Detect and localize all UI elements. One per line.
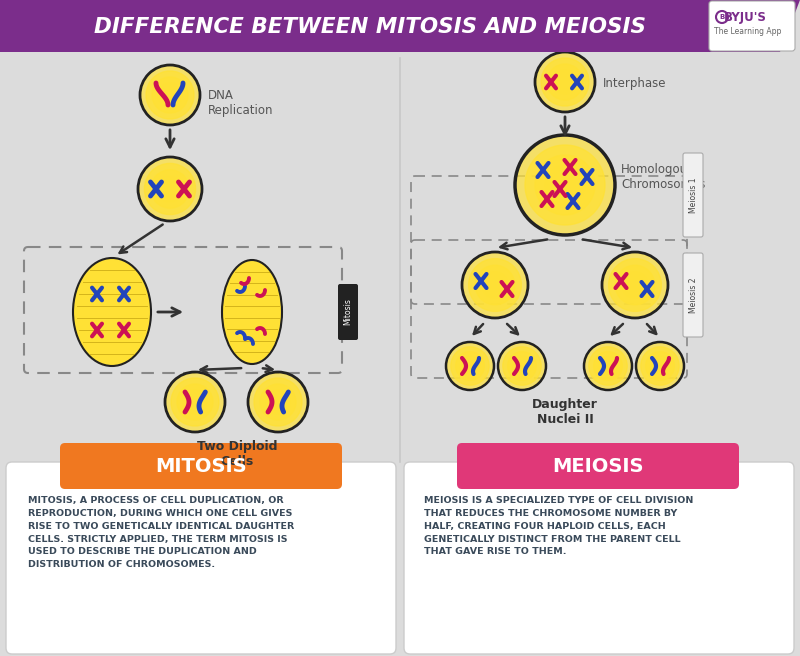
FancyBboxPatch shape <box>709 1 795 51</box>
Circle shape <box>183 390 207 414</box>
Circle shape <box>650 356 670 376</box>
Text: MITOSIS: MITOSIS <box>155 457 247 476</box>
Circle shape <box>165 372 225 432</box>
Circle shape <box>482 272 508 298</box>
Circle shape <box>545 165 585 205</box>
Text: Mitosis: Mitosis <box>343 298 353 325</box>
Ellipse shape <box>73 258 151 366</box>
Circle shape <box>589 347 627 385</box>
Circle shape <box>622 272 648 298</box>
Text: Two Diploid
Cells: Two Diploid Cells <box>197 440 278 468</box>
Circle shape <box>498 342 546 390</box>
Circle shape <box>272 396 284 408</box>
Circle shape <box>655 361 665 371</box>
Text: DNA
Replication: DNA Replication <box>208 89 274 117</box>
Text: MEIOSIS: MEIOSIS <box>552 457 644 476</box>
Circle shape <box>446 342 494 390</box>
Circle shape <box>615 265 654 305</box>
Circle shape <box>609 258 662 312</box>
FancyBboxPatch shape <box>404 462 794 654</box>
Circle shape <box>512 356 532 376</box>
Circle shape <box>189 396 201 408</box>
Circle shape <box>456 352 485 380</box>
Circle shape <box>584 342 632 390</box>
Circle shape <box>462 252 528 318</box>
FancyBboxPatch shape <box>683 153 703 237</box>
FancyBboxPatch shape <box>457 443 739 489</box>
Circle shape <box>598 356 618 376</box>
Circle shape <box>164 89 176 101</box>
Polygon shape <box>0 0 800 52</box>
Text: B: B <box>719 14 725 20</box>
Circle shape <box>146 71 194 119</box>
Circle shape <box>163 182 176 195</box>
Text: The Learning App: The Learning App <box>714 28 782 37</box>
Circle shape <box>547 64 583 100</box>
Circle shape <box>177 384 213 420</box>
Circle shape <box>559 76 571 88</box>
Circle shape <box>629 278 642 292</box>
Text: DIFFERENCE BETWEEN MITOSIS AND MEIOSIS: DIFFERENCE BETWEEN MITOSIS AND MEIOSIS <box>94 17 646 37</box>
Text: MITOSIS, A PROCESS OF CELL DUPLICATION, OR
REPRODUCTION, DURING WHICH ONE CELL G: MITOSIS, A PROCESS OF CELL DUPLICATION, … <box>28 496 294 569</box>
Circle shape <box>469 258 522 312</box>
Circle shape <box>158 83 182 107</box>
Circle shape <box>451 347 490 385</box>
Circle shape <box>594 352 622 380</box>
Circle shape <box>515 135 615 235</box>
Circle shape <box>152 77 188 113</box>
Text: Homologous
Chromosomes: Homologous Chromosomes <box>621 163 706 191</box>
Circle shape <box>254 378 302 426</box>
Circle shape <box>646 352 674 380</box>
Circle shape <box>248 372 308 432</box>
Circle shape <box>503 347 542 385</box>
Circle shape <box>151 170 190 208</box>
Circle shape <box>140 65 200 125</box>
Circle shape <box>603 361 613 371</box>
Text: Interphase: Interphase <box>603 77 666 91</box>
Ellipse shape <box>222 260 282 364</box>
FancyBboxPatch shape <box>683 253 703 337</box>
Circle shape <box>602 252 668 318</box>
Circle shape <box>541 58 589 106</box>
Circle shape <box>535 155 595 215</box>
Circle shape <box>488 278 502 292</box>
Circle shape <box>475 265 515 305</box>
Text: Daughter
Nuclei II: Daughter Nuclei II <box>532 398 598 426</box>
Circle shape <box>535 52 595 112</box>
FancyBboxPatch shape <box>6 462 396 654</box>
Circle shape <box>461 356 480 376</box>
Circle shape <box>518 361 526 371</box>
FancyBboxPatch shape <box>60 443 342 489</box>
Circle shape <box>466 361 475 371</box>
Circle shape <box>171 378 219 426</box>
FancyBboxPatch shape <box>338 284 358 340</box>
Circle shape <box>508 352 537 380</box>
Circle shape <box>641 347 679 385</box>
Circle shape <box>260 384 296 420</box>
Text: Meiosis 1: Meiosis 1 <box>689 177 698 213</box>
Circle shape <box>553 70 577 94</box>
Circle shape <box>636 342 684 390</box>
Text: MEIOSIS IS A SPECIALIZED TYPE OF CELL DIVISION
THAT REDUCES THE CHROMOSOME NUMBE: MEIOSIS IS A SPECIALIZED TYPE OF CELL DI… <box>424 496 694 556</box>
Text: Meiosis 2: Meiosis 2 <box>689 277 698 313</box>
Circle shape <box>157 176 182 202</box>
Circle shape <box>555 175 575 195</box>
Circle shape <box>145 163 195 215</box>
Circle shape <box>525 145 605 225</box>
Circle shape <box>266 390 290 414</box>
Text: BYJU'S: BYJU'S <box>723 12 766 24</box>
Circle shape <box>138 157 202 221</box>
